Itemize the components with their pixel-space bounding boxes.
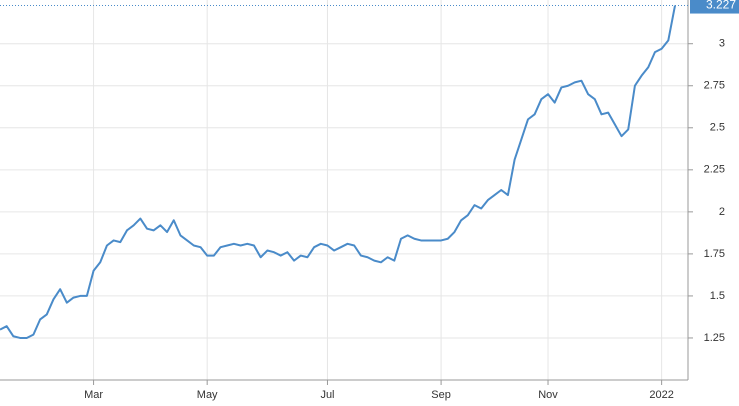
x-tick-label: Nov	[538, 389, 558, 401]
y-tick-label: 2.25	[704, 164, 725, 176]
x-tick-label: Jul	[320, 389, 334, 401]
x-tick-label: May	[197, 389, 218, 401]
y-tick-label: 1.25	[704, 332, 725, 344]
x-tick-label: Sep	[431, 389, 451, 401]
y-tick-label: 3	[719, 38, 725, 50]
y-tick-label: 1.5	[710, 290, 725, 302]
y-tick-label: 2.75	[704, 80, 725, 92]
y-tick-label: 1.75	[704, 248, 725, 260]
line	[0, 5, 676, 339]
x-tick-label: Mar	[84, 389, 103, 401]
last-value-box	[690, 0, 739, 14]
x-tick-label: 2022	[649, 389, 673, 401]
y-tick-label: 2.5	[710, 122, 725, 134]
last-value-label: 3.227	[706, 0, 736, 12]
y-tick-label: 2	[719, 206, 725, 218]
